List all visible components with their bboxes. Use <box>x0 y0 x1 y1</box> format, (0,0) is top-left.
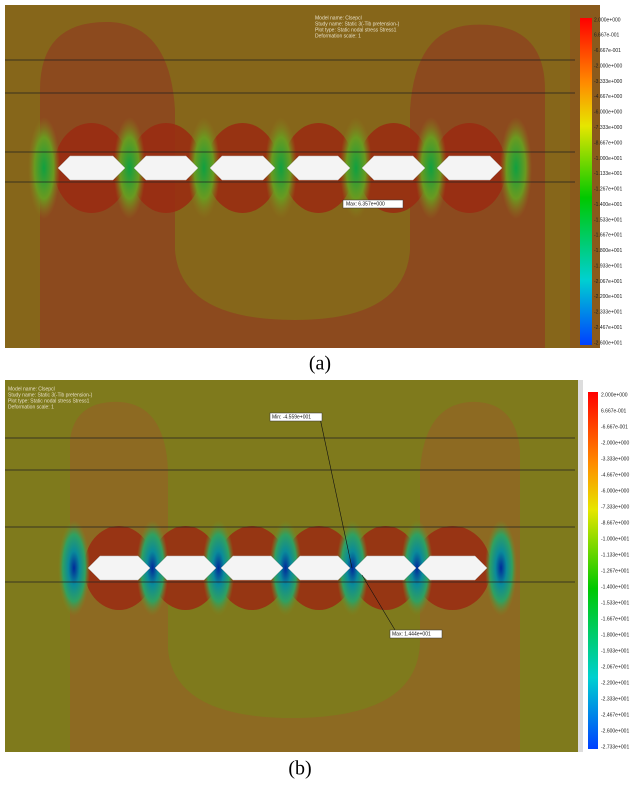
slot <box>58 156 125 180</box>
legend-label: -2.600e+001 <box>601 728 629 734</box>
legend-label: -8.667e+000 <box>601 520 629 526</box>
legend-label: -2.467e+001 <box>601 712 629 718</box>
plot-info: Deformation scale: 1 <box>315 33 361 39</box>
annotation: Min: -4.559e+001 <box>272 414 311 420</box>
legend-label: -1.800e+001 <box>601 632 629 638</box>
legend-label: -2.333e+001 <box>594 310 622 316</box>
legend-label: -1.000e+001 <box>601 536 629 542</box>
legend-label: -2.067e+001 <box>594 279 622 285</box>
legend-label: -1.267e+001 <box>594 187 622 193</box>
legend-label: -6.000e+000 <box>601 488 629 494</box>
legend-label: -2.067e+001 <box>601 664 629 670</box>
slot <box>221 556 283 580</box>
legend-label: -7.333e+000 <box>594 125 622 131</box>
legend-label: -1.667e+001 <box>601 616 629 622</box>
legend-label: -4.667e+000 <box>594 94 622 100</box>
slot <box>210 156 275 180</box>
legend-label: -2.333e+001 <box>601 696 629 702</box>
legend-label: -2.733e+001 <box>601 744 629 750</box>
legend-label: -3.333e+000 <box>594 79 622 85</box>
legend-label: -2.000e+000 <box>601 440 629 446</box>
legend-label: -7.333e+000 <box>601 504 629 510</box>
legend-label: -4.667e+000 <box>601 472 629 478</box>
stress-gradient <box>500 117 532 219</box>
slot <box>437 156 502 180</box>
plot-info: Deformation scale: 1 <box>8 404 54 410</box>
figure: Max: 6.357e+000 (a) Min: -4.559e+001 Max… <box>0 0 630 780</box>
legend-label: -6.000e+000 <box>594 110 622 116</box>
caption: (b) <box>288 758 311 780</box>
legend-label: -1.133e+001 <box>594 171 622 177</box>
stress-gradient <box>485 520 517 616</box>
slot <box>288 556 350 580</box>
legend-label: -1.533e+001 <box>594 217 622 223</box>
legend-label: 6.667e-001 <box>601 408 627 414</box>
annotation: Max: 6.357e+000 <box>346 201 385 207</box>
stress-gradient <box>28 117 60 219</box>
legend-label: -2.200e+001 <box>601 680 629 686</box>
legend-label: -1.267e+001 <box>601 568 629 574</box>
legend-label: -2.200e+001 <box>594 294 622 300</box>
color-bar <box>580 18 592 345</box>
slot <box>355 556 416 580</box>
legend-label: -1.533e+001 <box>601 600 629 606</box>
legend-label: -8.667e+000 <box>594 140 622 146</box>
legend-label: -2.600e+001 <box>594 340 622 346</box>
legend-label: -3.333e+000 <box>601 456 629 462</box>
legend-label: -2.467e+001 <box>594 325 622 331</box>
slot <box>88 556 150 580</box>
legend-label: -1.400e+001 <box>594 202 622 208</box>
divider <box>578 380 583 752</box>
legend-label: 2.000e+000 <box>594 17 621 23</box>
slot <box>287 156 350 180</box>
legend-label: -1.800e+001 <box>594 248 622 254</box>
legend-label: -1.400e+001 <box>601 584 629 590</box>
color-bar <box>588 392 598 749</box>
stress-gradient <box>58 520 90 616</box>
legend-label: -6.667e-001 <box>601 424 628 430</box>
legend-label: -1.933e+001 <box>601 648 629 654</box>
slot <box>155 556 216 580</box>
legend-label: -6.667e-001 <box>594 48 621 54</box>
legend-label: -2.000e+000 <box>594 63 622 69</box>
legend-label: 6.667e-001 <box>594 33 620 39</box>
slot <box>418 556 487 580</box>
legend-label: -1.133e+001 <box>601 552 629 558</box>
legend-label: 2.000e+000 <box>601 392 628 398</box>
legend-label: -1.933e+001 <box>594 263 622 269</box>
slot <box>362 156 425 180</box>
page: {"panels": [ {"caption": "(a)", "info": … <box>0 0 630 780</box>
legend-label: -1.000e+001 <box>594 156 622 162</box>
annotation: Max: 1.444e+001 <box>392 631 431 637</box>
slot <box>134 156 198 180</box>
caption: (a) <box>309 353 331 375</box>
legend-label: -1.667e+001 <box>594 233 622 239</box>
